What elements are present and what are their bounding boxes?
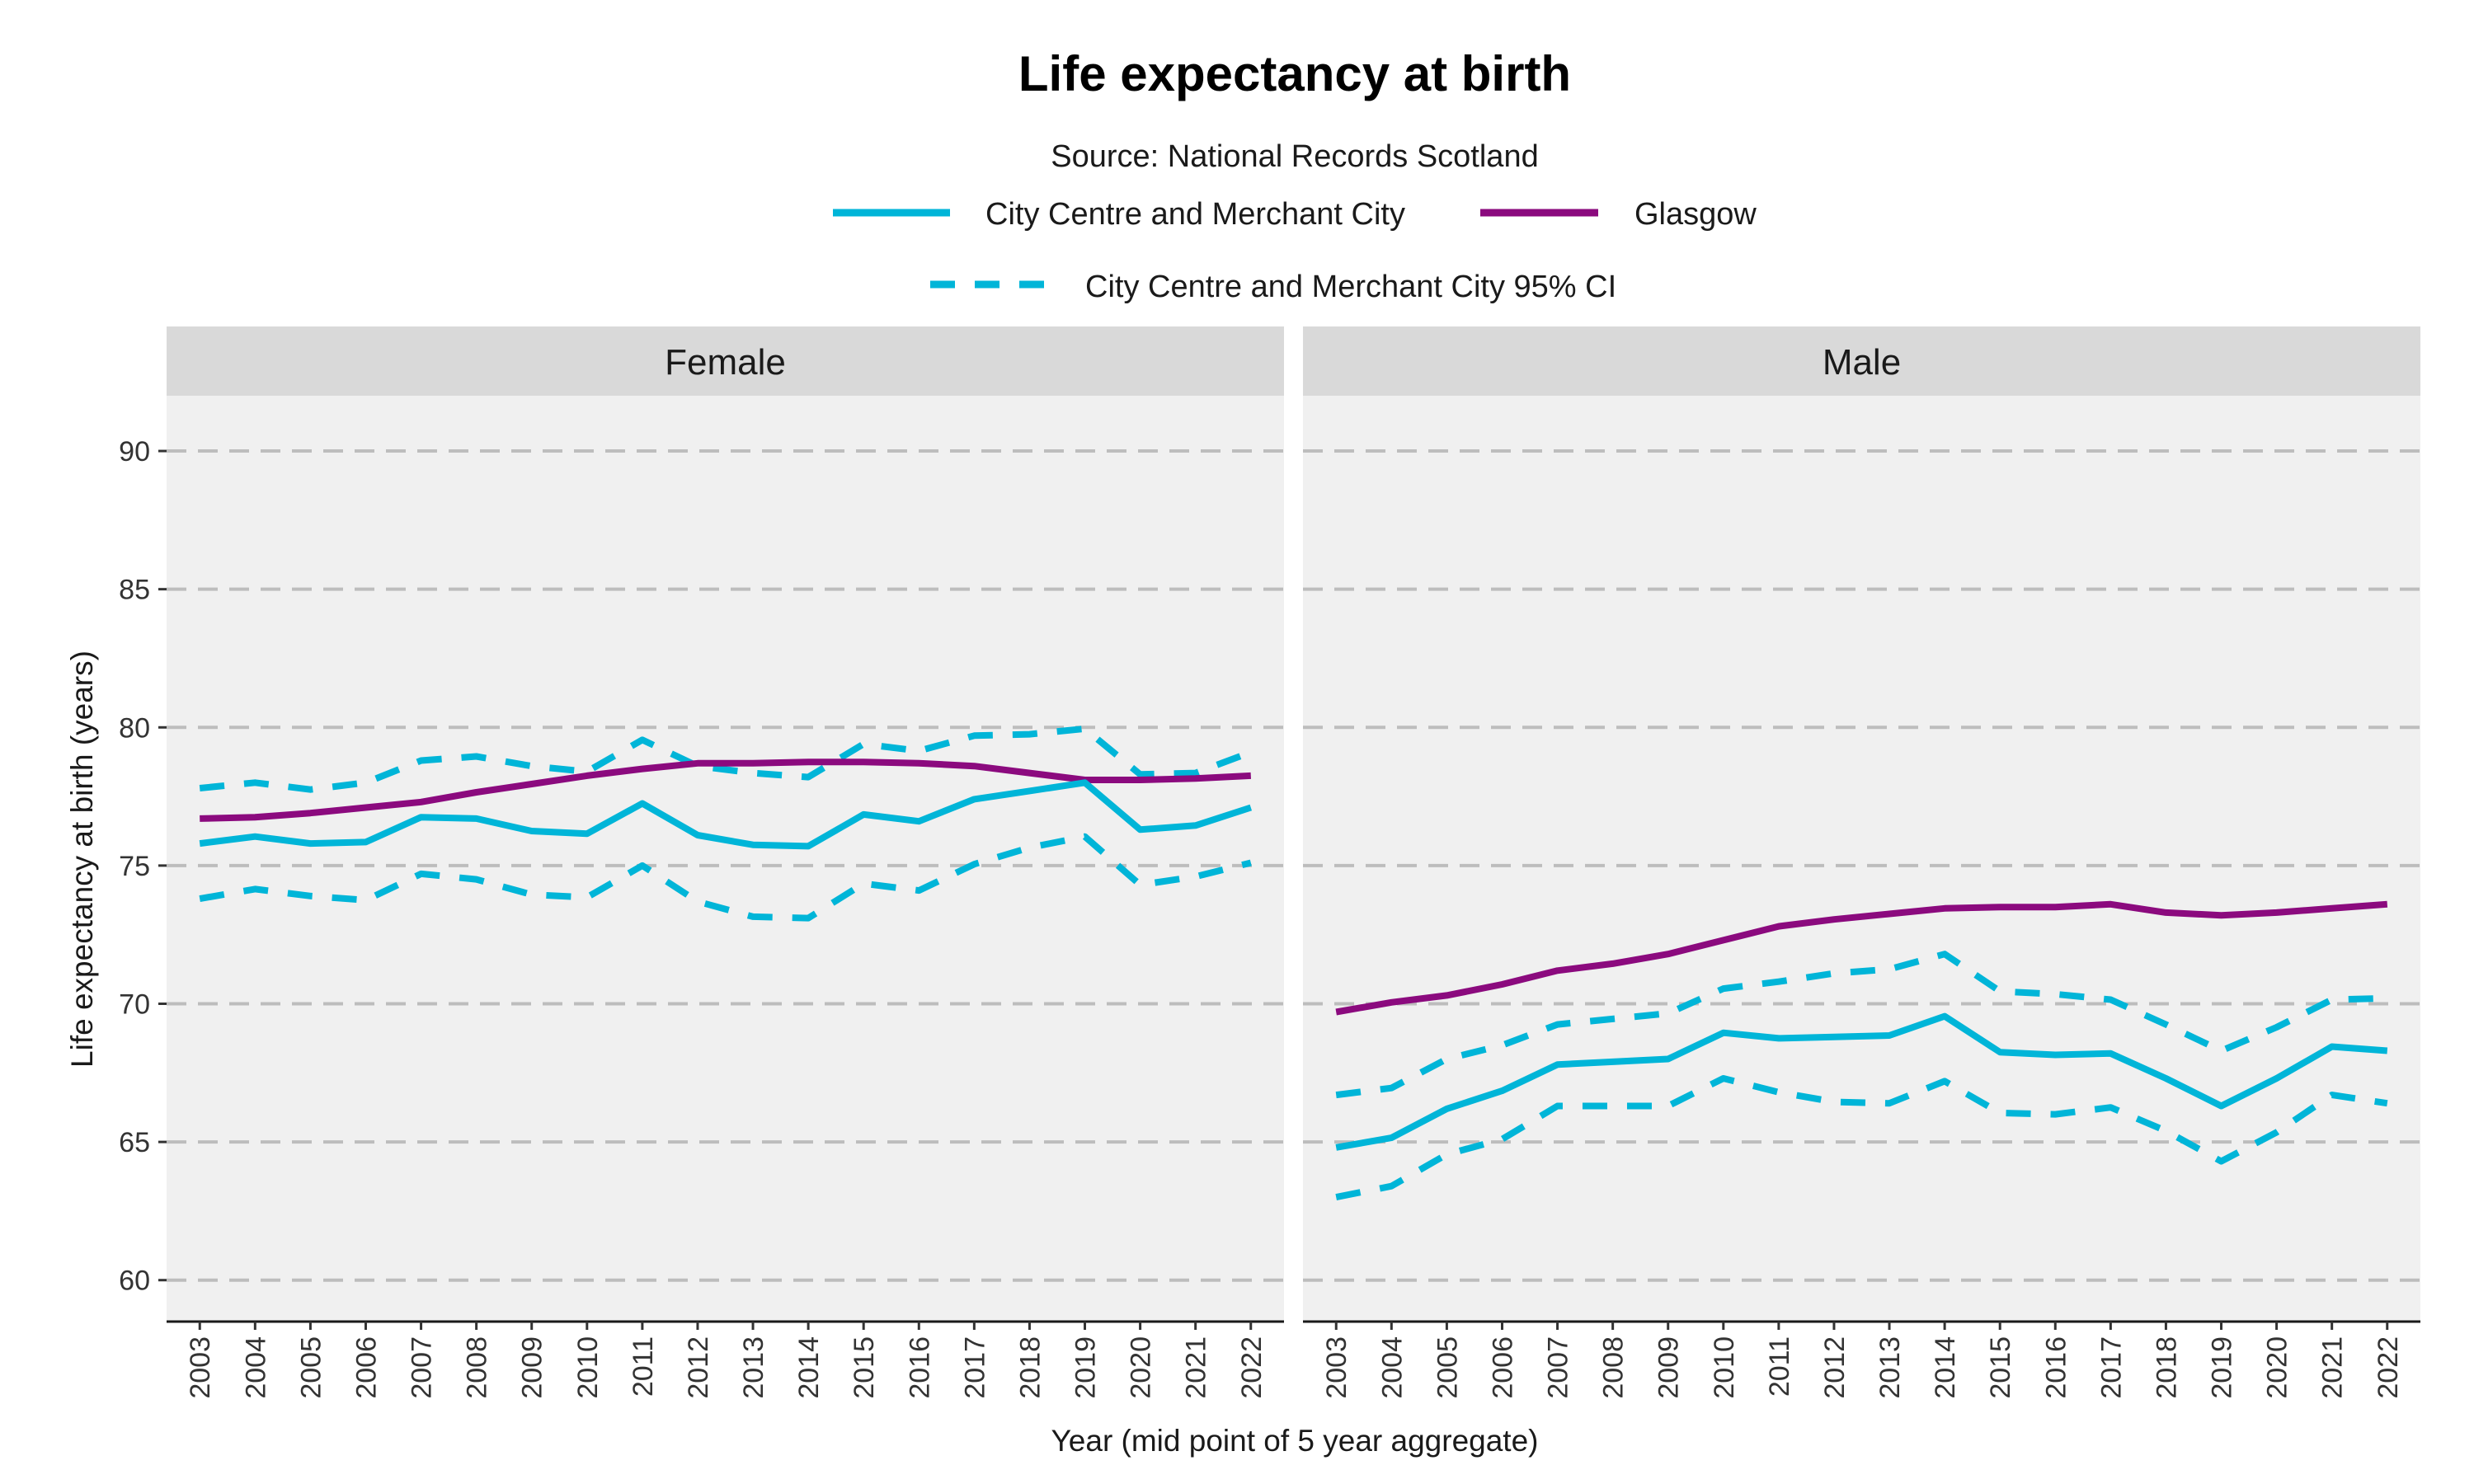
x-tick-label-female: 2004 — [240, 1336, 271, 1399]
x-tick-label-male: 2013 — [1874, 1336, 1906, 1399]
legend-label-ci: City Centre and Merchant City 95% CI — [1085, 270, 1616, 304]
x-tick-label-male: 2007 — [1543, 1336, 1574, 1399]
x-tick-label-male: 2015 — [1985, 1336, 2016, 1399]
x-tick-label-female: 2005 — [295, 1336, 327, 1399]
chart-title: Life expectancy at birth — [1018, 46, 1571, 101]
x-tick-label-male: 2017 — [2095, 1336, 2127, 1399]
x-axis-title: Year (mid point of 5 year aggregate) — [1051, 1424, 1539, 1458]
x-tick-label-female: 2022 — [1236, 1336, 1268, 1399]
x-tick-label-female: 2011 — [628, 1336, 659, 1397]
x-tick-label-female: 2008 — [462, 1336, 493, 1399]
x-tick-label-male: 2011 — [1764, 1336, 1795, 1397]
y-tick-label: 80 — [119, 712, 150, 744]
legend-label-glasgow: Glasgow — [1634, 197, 1757, 232]
x-tick-label-female: 2013 — [738, 1336, 769, 1399]
x-tick-label-female: 2003 — [185, 1336, 216, 1399]
chart-subtitle: Source: National Records Scotland — [1051, 139, 1538, 174]
panel-male: Male 2003 2004 2005 2006 2007 2008 2009 2010 201… — [1303, 326, 2420, 1399]
x-tick-label-male: 2020 — [2262, 1336, 2293, 1399]
x-tick-label-male: 2012 — [1819, 1336, 1851, 1399]
y-axis-title: Life expectancy at birth (years) — [65, 650, 99, 1068]
female-ci-lower-line — [199, 833, 1252, 922]
x-tick-label-male: 2009 — [1653, 1336, 1685, 1399]
panel-female: Female 2003 2004 2005 2006 2007 2008 2009 2010 2… — [167, 326, 1284, 1399]
y-axis-ticks: 60 65 70 75 80 85 90 — [119, 436, 167, 1297]
legend-label-city-centre: City Centre and Merchant City — [985, 197, 1405, 232]
x-tick-label-female: 2018 — [1014, 1336, 1046, 1399]
y-tick-label: 75 — [119, 851, 150, 882]
plot-area-female — [167, 396, 1284, 1322]
x-tick-label-female: 2021 — [1181, 1336, 1212, 1399]
strip-label-female: Female — [665, 342, 786, 383]
x-tick-label-female: 2014 — [793, 1336, 825, 1399]
female-glasgow-line — [200, 758, 1252, 822]
x-tick-label-male: 2021 — [2317, 1336, 2349, 1399]
x-tick-label-male: 2018 — [2151, 1336, 2182, 1399]
x-ticks-female: 2003 2004 2005 2006 2007 2008 2009 2010 2011 2012… — [185, 1322, 1268, 1399]
x-tick-label-female: 2006 — [350, 1336, 382, 1399]
x-tick-label-female: 2017 — [959, 1336, 990, 1399]
strip-label-male: Male — [1823, 342, 1901, 383]
series-male — [1335, 900, 2388, 1201]
x-tick-label-female: 2016 — [904, 1336, 935, 1399]
strip-female — [167, 326, 1284, 396]
x-tick-label-female: 2020 — [1126, 1336, 1157, 1399]
strip-male — [1303, 326, 2420, 396]
x-tick-label-male: 2004 — [1376, 1336, 1408, 1399]
x-tick-label-female: 2007 — [407, 1336, 438, 1399]
series-female — [199, 725, 1253, 922]
x-tick-label-female: 2010 — [572, 1336, 604, 1399]
male-ci-lower-line — [1335, 1075, 2388, 1201]
y-tick-label: 85 — [119, 575, 150, 606]
male-glasgow-line — [1335, 900, 2388, 1016]
y-tick-label: 70 — [119, 989, 150, 1020]
male-city-centre-line — [1335, 1012, 2388, 1151]
x-tick-label-female: 2009 — [517, 1336, 548, 1399]
x-tick-label-male: 2019 — [2207, 1336, 2238, 1399]
x-tick-label-female: 2012 — [683, 1336, 714, 1399]
x-tick-label-male: 2016 — [2040, 1336, 2072, 1399]
plot-area-male — [1303, 396, 2420, 1322]
x-tick-label-male: 2003 — [1321, 1336, 1352, 1399]
y-tick-label: 90 — [119, 436, 150, 467]
x-tick-label-male: 2005 — [1432, 1336, 1463, 1399]
x-tick-label-male: 2014 — [1930, 1336, 1961, 1399]
x-tick-label-male: 2006 — [1487, 1336, 1518, 1399]
x-tick-label-female: 2015 — [849, 1336, 880, 1399]
y-tick-label: 65 — [119, 1127, 150, 1158]
male-ci-upper-line — [1335, 951, 2387, 1099]
x-tick-label-male: 2022 — [2373, 1336, 2404, 1399]
female-ci-upper-line — [199, 725, 1253, 793]
legend: City Centre and Merchant City Glasgow Ci… — [833, 197, 1757, 304]
x-ticks-male: 2003 2004 2005 2006 2007 2008 2009 2010 2011 2012… — [1321, 1322, 2404, 1399]
x-tick-label-female: 2019 — [1070, 1336, 1102, 1399]
x-tick-label-male: 2010 — [1709, 1336, 1740, 1399]
y-tick-label: 60 — [119, 1266, 150, 1297]
x-tick-label-male: 2008 — [1598, 1336, 1630, 1399]
female-city-centre-line — [199, 779, 1253, 850]
